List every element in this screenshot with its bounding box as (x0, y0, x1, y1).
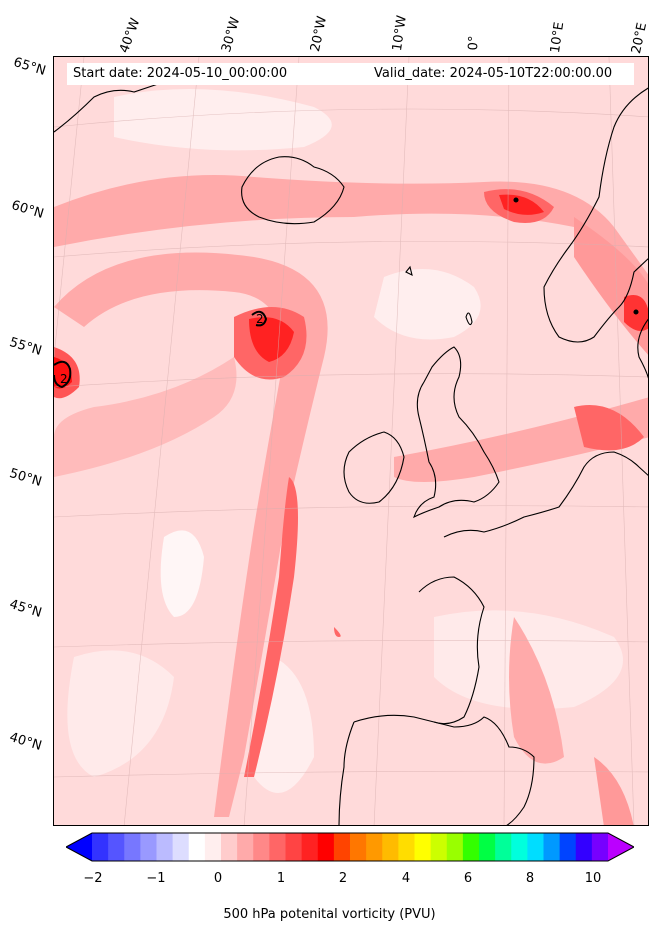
start-date-label: Start date: 2024-05-10_00:00:00 (73, 66, 288, 81)
lat-label-40n: 40°N (7, 730, 44, 754)
colorbar-segment (253, 833, 270, 861)
colorbar-segment (446, 833, 464, 861)
lat-label-50n: 50°N (7, 466, 44, 490)
cbar-tick-label: 6 (463, 871, 473, 886)
colorbar-segment (204, 833, 222, 861)
cbar-tick-label: 10 (584, 871, 602, 886)
lat-label-45n: 45°N (7, 597, 44, 621)
lat-label-55n: 55°N (7, 335, 44, 359)
colorbar-segment (285, 833, 303, 861)
lat-label-65n: 65°N (11, 55, 48, 79)
map-canvas (54, 57, 648, 825)
colorbar-segment (350, 833, 367, 861)
cbar-tick-label: 1 (276, 871, 286, 886)
colorbar-segment (237, 833, 254, 861)
colorbar-segment (172, 833, 190, 861)
colorbar-segment (575, 833, 593, 861)
colorbar-segment (221, 833, 238, 861)
colorbar-segment (108, 833, 125, 861)
colorbar-segment (398, 833, 415, 861)
cbar-tick-label: 2 (338, 871, 348, 886)
colorbar-segment (269, 833, 286, 861)
contour-label-ocean: 2 (60, 372, 68, 386)
contour-2-ocean (54, 360, 72, 389)
lon-label-30w: 30°W (219, 15, 244, 55)
colorbar-segment (92, 833, 109, 861)
colorbar-title: 500 hPa potenital vorticity (PVU) (223, 907, 436, 922)
colorbar-under-arrow (66, 833, 92, 861)
colorbar-segment (124, 833, 141, 861)
lon-label-20w: 20°W (308, 14, 331, 54)
colorbar-segment (495, 833, 512, 861)
pv-field (54, 57, 648, 825)
colorbar-segment (430, 833, 448, 861)
cbar-tick-label: −2 (83, 871, 103, 886)
cbar-tick-label: 0 (213, 871, 223, 886)
map-panel (53, 56, 649, 826)
colorbar-segment (188, 833, 206, 861)
colorbar-segment (140, 833, 157, 861)
cbar-tick-label: 8 (525, 871, 535, 886)
colorbar-over-arrow (608, 833, 634, 861)
scandinavia-coast (543, 87, 648, 343)
greenland-coast (54, 81, 165, 133)
colorbar-segment (462, 833, 480, 861)
colorbar-segment (591, 833, 609, 861)
valid-date-label: Valid_date: 2024-05-10T22:00:00.00 (374, 66, 613, 81)
colorbar-segment (382, 833, 399, 861)
lon-label-10e: 10°E (548, 21, 568, 55)
graticule-lines (54, 57, 648, 825)
cbar-tick-label: 4 (401, 871, 411, 886)
colorbar-segment (317, 833, 335, 861)
colorbar-segment (333, 833, 351, 861)
coastlines (54, 81, 648, 825)
lat-label-60n: 60°N (9, 198, 46, 222)
colorbar (66, 832, 634, 862)
iberia-coast (353, 714, 535, 825)
lon-label-40w: 40°W (117, 16, 144, 56)
great-britain-coast (413, 346, 500, 519)
contour-label-low: 2 (256, 312, 264, 326)
colorbar-segment (414, 833, 432, 861)
colorbar-segment (559, 833, 577, 861)
colorbar-segment (543, 833, 561, 861)
colorbar-segment (366, 833, 383, 861)
cbar-tick-label: −1 (146, 871, 166, 886)
colorbar-segment (527, 833, 544, 861)
iceland-coast (241, 156, 345, 225)
lon-label-10w: 10°W (390, 14, 410, 53)
colorbar-segment (511, 833, 528, 861)
ireland-coast (343, 431, 405, 504)
colorbar-outline (66, 832, 634, 862)
colorbar-segment (156, 833, 174, 861)
contour-2-low (251, 310, 268, 327)
europe-coast (443, 451, 648, 538)
colorbar-segment (479, 833, 496, 861)
header-bar (67, 63, 634, 85)
lon-label-20e: 20°E (629, 21, 651, 56)
lon-label-0: 0° (466, 35, 482, 51)
colorbar-segment (301, 833, 319, 861)
